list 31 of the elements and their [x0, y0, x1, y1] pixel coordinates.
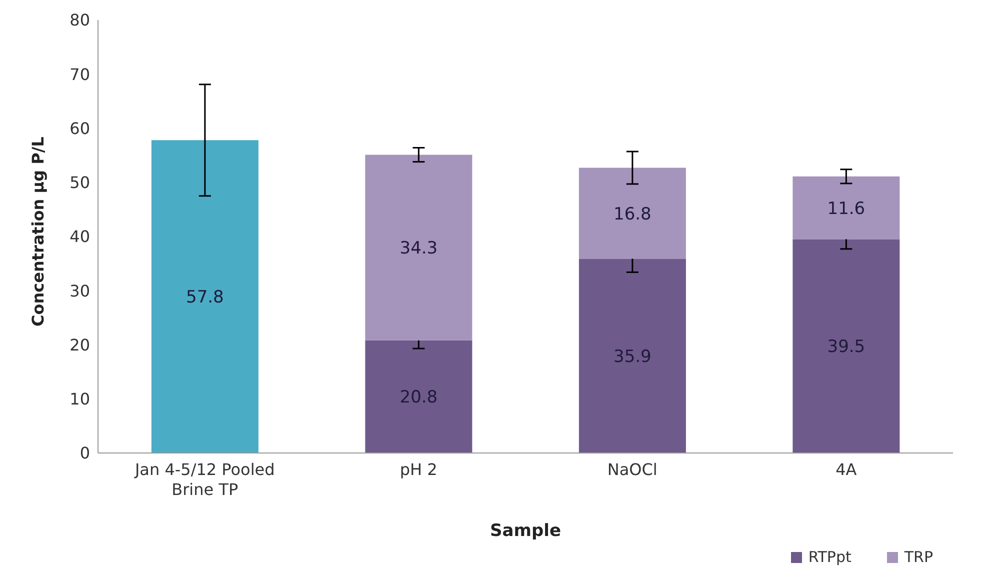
bar — [792, 176, 900, 240]
y-tick-label: 0 — [80, 444, 90, 463]
data-label: 35.9 — [614, 346, 652, 367]
y-tick-label: 70 — [70, 64, 90, 84]
legend-label: TRP — [903, 548, 933, 566]
y-tick-label: 10 — [70, 390, 90, 409]
data-label: 11.6 — [827, 198, 866, 219]
x-tick-label: 4A — [836, 460, 857, 479]
x-tick-label: Jan 4-5/12 Pooled Brine TP — [134, 460, 275, 499]
x-axis-title: Sample — [490, 521, 561, 541]
data-label: 16.8 — [614, 204, 652, 224]
data-label: 34.3 — [400, 238, 438, 259]
bar — [792, 239, 900, 453]
bar — [365, 154, 472, 340]
y-tick-label: 80 — [70, 10, 90, 30]
x-tick-label: NaOCl — [607, 460, 658, 479]
bar — [365, 340, 472, 453]
data-label: 57.8 — [186, 288, 224, 308]
bar — [578, 258, 686, 453]
data-label: 20.8 — [400, 388, 438, 408]
x-tick-label: pH 2 — [400, 460, 438, 479]
bar — [578, 168, 686, 259]
y-axis-title: Concentration µg P/L — [28, 136, 48, 326]
y-tick-label: 40 — [70, 227, 90, 246]
y-tick-label: 30 — [70, 281, 90, 300]
y-tick-label: 60 — [70, 118, 90, 138]
bar — [151, 140, 258, 453]
legend-label: RTPpt — [807, 548, 852, 566]
y-tick-label: 20 — [70, 335, 90, 354]
y-tick-label: 50 — [70, 173, 90, 192]
data-label: 39.5 — [827, 337, 866, 358]
